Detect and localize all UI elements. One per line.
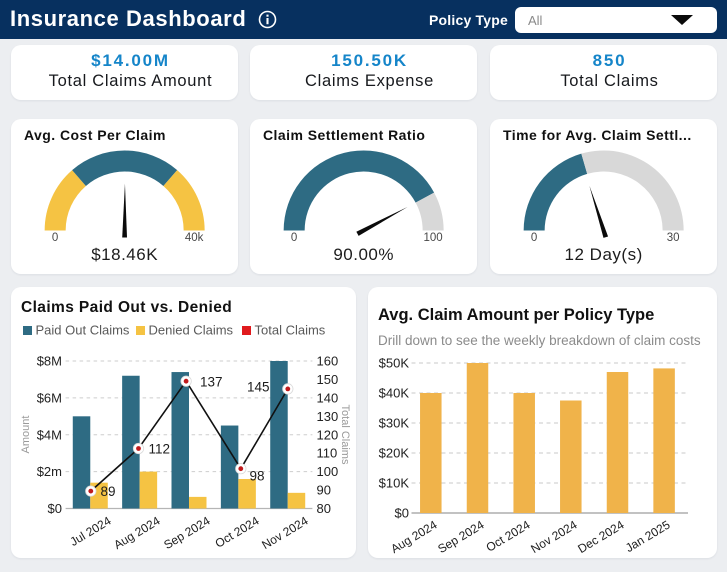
svg-text:Claims Paid Out vs. Denied: Claims Paid Out vs. Denied [21,299,232,316]
svg-text:140: 140 [317,390,339,405]
svg-text:$50K: $50K [379,356,410,371]
svg-text:$40K: $40K [379,386,410,401]
svg-text:160: 160 [317,354,339,369]
svg-text:112: 112 [149,442,171,457]
svg-text:100: 100 [424,232,443,244]
svg-text:110: 110 [317,446,338,461]
svg-text:0: 0 [52,232,58,244]
svg-text:40k: 40k [185,232,204,244]
svg-text:$8M: $8M [37,354,62,369]
svg-text:Drill down to see the weekly b: Drill down to see the weekly breakdown o… [378,333,701,348]
svg-text:$2m: $2m [37,464,62,479]
svg-text:Avg. Claim Amount per Policy T: Avg. Claim Amount per Policy Type [378,306,654,324]
svg-text:89: 89 [101,484,116,499]
svg-text:$6M: $6M [37,390,62,405]
svg-text:Sep 2024: Sep 2024 [435,517,487,556]
svg-text:$0: $0 [48,501,62,516]
svg-text:Oct 2024: Oct 2024 [484,517,533,554]
svg-text:90: 90 [317,483,331,498]
svg-text:Aug 2024: Aug 2024 [388,517,440,556]
svg-text:Amount: Amount [20,416,32,454]
svg-text:Total Claims: Total Claims [339,405,351,465]
svg-text:Jan 2025: Jan 2025 [623,517,673,555]
svg-text:98: 98 [250,469,265,484]
svg-text:Oct 2024: Oct 2024 [213,513,262,550]
svg-text:130: 130 [317,409,339,424]
svg-text:0: 0 [531,232,537,244]
svg-text:120: 120 [317,427,339,442]
svg-text:$30K: $30K [379,416,410,431]
svg-text:$18.46K: $18.46K [91,245,158,264]
svg-text:$0: $0 [395,506,409,521]
svg-text:12 Day(s): 12 Day(s) [565,245,643,264]
svg-text:Nov 2024: Nov 2024 [528,517,580,556]
svg-text:30: 30 [667,232,680,244]
svg-text:$10K: $10K [379,476,410,491]
svg-text:Total Claims: Total Claims [255,323,326,338]
svg-text:100: 100 [317,464,339,479]
svg-text:Nov 2024: Nov 2024 [259,513,311,552]
svg-text:Dec 2024: Dec 2024 [575,517,627,556]
svg-text:145: 145 [247,380,270,395]
svg-text:0: 0 [291,232,297,244]
svg-text:Jul 2024: Jul 2024 [67,513,113,549]
svg-text:80: 80 [317,501,331,516]
svg-text:90.00%: 90.00% [333,245,394,264]
svg-text:$4M: $4M [37,427,62,442]
svg-text:150: 150 [317,372,339,387]
svg-text:Aug 2024: Aug 2024 [111,513,163,552]
svg-text:137: 137 [200,375,223,390]
svg-text:Denied Claims: Denied Claims [149,323,234,338]
svg-text:$20K: $20K [379,446,410,461]
svg-text:Paid Out Claims: Paid Out Claims [36,323,130,338]
svg-text:Sep 2024: Sep 2024 [161,513,213,552]
